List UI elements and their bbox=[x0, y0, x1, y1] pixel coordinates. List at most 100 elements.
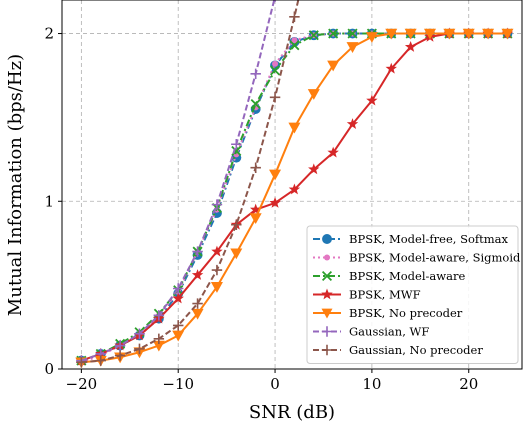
plot-frame bbox=[61, 0, 523, 370]
data-point bbox=[134, 343, 145, 355]
axis-ticks: −20 −10 0 10 20 0 1 2 bbox=[44, 25, 478, 393]
x-tick-label: −20 bbox=[66, 375, 98, 393]
data-point bbox=[192, 298, 203, 309]
data-point bbox=[76, 357, 87, 368]
data-point bbox=[172, 283, 184, 294]
data-point bbox=[346, 118, 359, 129]
legend-marker bbox=[323, 254, 331, 261]
data-point bbox=[191, 269, 204, 280]
legend-marker bbox=[321, 344, 333, 356]
legend-marker bbox=[322, 234, 332, 244]
legend-item: Gaussian, No precoder bbox=[313, 343, 483, 357]
data-point bbox=[272, 60, 279, 67]
grid-lines bbox=[62, 0, 522, 370]
y-tick-label: 2 bbox=[44, 25, 54, 43]
data-point bbox=[210, 282, 223, 293]
data-point bbox=[114, 340, 126, 351]
legend-item: Gaussian, WF bbox=[313, 325, 429, 339]
legend-item: BPSK, Model-aware bbox=[313, 269, 465, 283]
data-point bbox=[327, 60, 340, 72]
data-point bbox=[404, 28, 417, 40]
data-point bbox=[152, 340, 165, 352]
legend-marker bbox=[321, 270, 333, 282]
data-point bbox=[501, 28, 514, 40]
data-point bbox=[443, 28, 456, 40]
data-point bbox=[307, 89, 320, 100]
data-point bbox=[249, 203, 262, 215]
x-tick-label: 20 bbox=[459, 375, 478, 393]
series-6 bbox=[76, 0, 300, 368]
data-point bbox=[424, 28, 436, 40]
legend-label: BPSK, Model-aware, Sigmoid bbox=[349, 251, 521, 265]
data-point bbox=[385, 28, 398, 40]
data-point bbox=[328, 28, 339, 39]
data-point bbox=[250, 98, 261, 110]
data-point bbox=[346, 42, 359, 53]
data-point bbox=[172, 330, 185, 342]
data-point bbox=[270, 65, 281, 76]
data-point bbox=[211, 264, 223, 276]
data-point bbox=[172, 292, 184, 304]
legend-item: BPSK, Model-free, Softmax bbox=[313, 232, 509, 246]
data-point bbox=[291, 37, 298, 44]
data-point bbox=[288, 183, 301, 195]
data-point bbox=[404, 40, 417, 52]
y-axis-title: Mutual Information (bps/Hz) bbox=[5, 54, 26, 316]
data-point bbox=[249, 213, 262, 225]
series-line bbox=[81, 0, 276, 362]
series-group bbox=[75, 0, 514, 369]
legend-item: BPSK, Model-aware, Sigmoid bbox=[313, 251, 521, 265]
legend-label: Gaussian, No precoder bbox=[349, 343, 483, 357]
data-point bbox=[231, 145, 242, 156]
x-axis-title: SNR (dB) bbox=[249, 402, 335, 423]
y-tick-label: 0 bbox=[44, 360, 54, 378]
data-point bbox=[269, 92, 281, 103]
legend-label: BPSK, Model-aware bbox=[349, 269, 465, 283]
data-point bbox=[153, 333, 165, 345]
legend-item: BPSK, No precoder bbox=[313, 306, 463, 320]
legend-marker bbox=[321, 288, 333, 300]
data-point bbox=[192, 246, 203, 257]
y-tick-label: 1 bbox=[44, 192, 54, 210]
data-point bbox=[365, 32, 378, 43]
legend-label: Gaussian, WF bbox=[349, 325, 429, 339]
x-tick-label: −10 bbox=[162, 375, 194, 393]
data-point bbox=[289, 11, 300, 22]
data-point bbox=[172, 320, 184, 331]
data-point bbox=[211, 245, 223, 257]
legend-label: BPSK, MWF bbox=[349, 288, 421, 302]
data-point bbox=[230, 248, 243, 260]
legend: BPSK, Model-free, Softmax BPSK, Model-awa… bbox=[306, 225, 521, 364]
data-point bbox=[269, 196, 281, 208]
data-point bbox=[269, 169, 282, 181]
x-tick-label: 10 bbox=[362, 375, 381, 393]
data-point bbox=[347, 28, 358, 39]
legend-item: BPSK, MWF bbox=[313, 288, 421, 302]
data-point bbox=[366, 94, 378, 106]
data-point bbox=[231, 219, 242, 230]
data-point bbox=[153, 310, 165, 321]
data-point bbox=[114, 350, 126, 361]
data-point bbox=[250, 162, 261, 173]
legend-box bbox=[306, 225, 519, 364]
data-point bbox=[211, 199, 223, 210]
data-point bbox=[95, 355, 106, 366]
x-tick-label: 0 bbox=[270, 375, 280, 393]
data-point bbox=[191, 308, 204, 320]
data-point bbox=[288, 122, 301, 134]
data-point bbox=[231, 139, 242, 150]
data-point bbox=[289, 40, 300, 51]
legend-marker bbox=[321, 308, 333, 319]
data-point bbox=[308, 163, 320, 175]
data-point bbox=[482, 28, 495, 40]
data-point bbox=[327, 146, 339, 158]
legend-label: BPSK, Model-free, Softmax bbox=[349, 232, 509, 246]
data-point bbox=[462, 28, 475, 40]
data-point bbox=[250, 68, 261, 80]
series-5 bbox=[76, 0, 276, 366]
data-point bbox=[134, 328, 145, 340]
data-point bbox=[308, 30, 319, 41]
legend-marker bbox=[321, 326, 333, 337]
data-point bbox=[385, 62, 397, 74]
